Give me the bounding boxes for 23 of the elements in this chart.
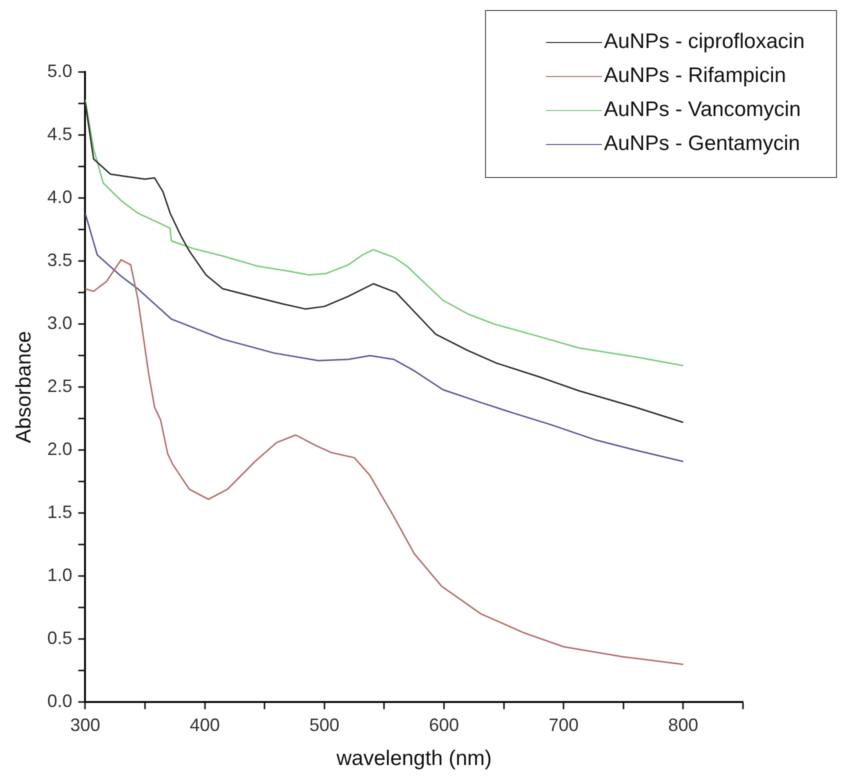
legend-label: AuNPs - Gentamycin <box>604 132 800 156</box>
y-axis-title: Absorbance <box>12 331 36 444</box>
y-tick-label: 2.5 <box>47 376 72 396</box>
x-tick-label: 400 <box>190 714 220 735</box>
legend-label: AuNPs - ciprofloxacin <box>604 30 805 54</box>
y-tick-label: 1.5 <box>47 502 72 522</box>
x-tick-label: 700 <box>548 714 579 735</box>
y-tick-label: 2.0 <box>47 439 72 460</box>
x-tick-label: 300 <box>70 714 100 735</box>
y-tick-label: 3.0 <box>47 313 72 334</box>
y-tick-label: 1.0 <box>47 565 72 586</box>
y-tick-label: 4.5 <box>47 124 72 144</box>
y-tick-label: 0.5 <box>47 628 72 648</box>
y-tick-label: 3.5 <box>47 250 72 270</box>
x-tick-label: 500 <box>309 714 340 735</box>
y-tick-label: 0.0 <box>47 691 72 712</box>
y-tick-label: 5.0 <box>47 60 72 81</box>
x-tick-label: 800 <box>668 714 698 735</box>
y-tick-label: 4.0 <box>47 187 72 208</box>
x-tick-label: 600 <box>428 714 460 735</box>
legend-label: AuNPs - Rifampicin <box>604 64 786 88</box>
x-axis-title: wavelength (nm) <box>335 747 492 770</box>
legend-label: AuNPs - Vancomycin <box>604 98 801 122</box>
